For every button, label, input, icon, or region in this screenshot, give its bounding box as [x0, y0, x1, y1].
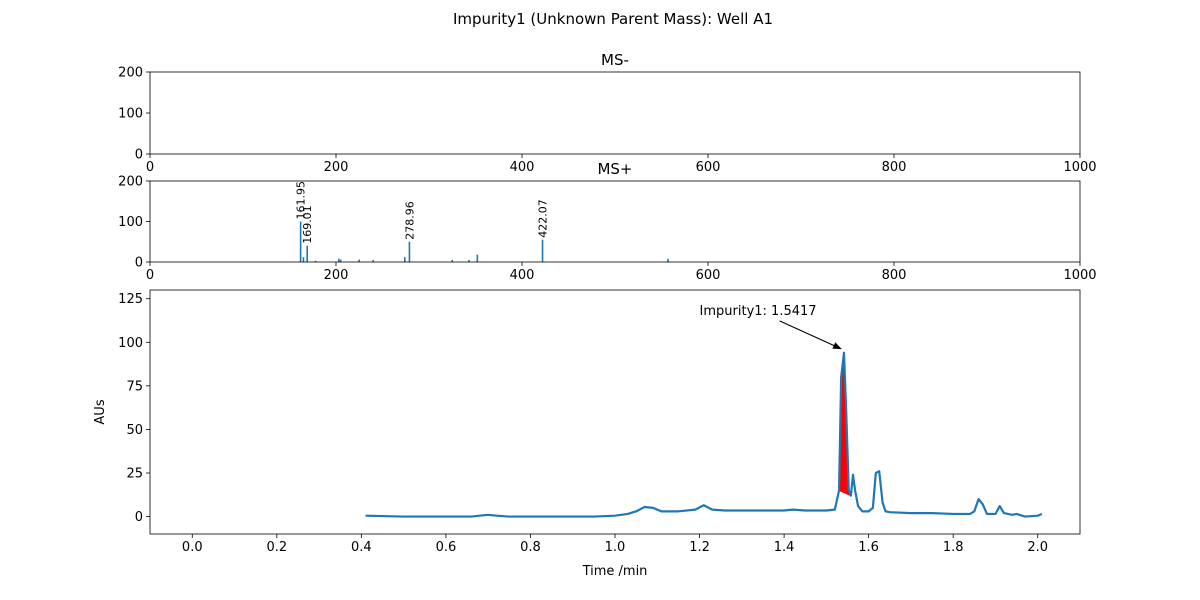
y-tick-label: 25: [126, 467, 143, 482]
y-tick-label: 100: [118, 107, 143, 122]
x-tick-label: 0: [146, 268, 154, 283]
figure-title: Impurity1 (Unknown Parent Mass): Well A1: [453, 10, 773, 28]
annotation-label: Impurity1: 1.5417: [700, 304, 817, 319]
x-tick-label: 1.8: [943, 540, 964, 555]
axes-frame: [149, 289, 1081, 535]
x-tick-label: 0.4: [351, 540, 372, 555]
x-tick-label: 0: [146, 160, 154, 175]
y-tick-label: 200: [118, 66, 143, 81]
y-tick-label: 0: [135, 256, 143, 271]
x-tick-label: 400: [510, 268, 535, 283]
y-tick-label: 75: [126, 379, 143, 394]
x-tick-label: 1.0: [605, 540, 626, 555]
x-tick-label: 0.0: [182, 540, 203, 555]
x-tick-label: 200: [324, 268, 349, 283]
x-tick-label: 0.8: [520, 540, 541, 555]
y-tick-label: 125: [118, 292, 143, 307]
axes-frame: [149, 180, 1081, 263]
peak-label: 422.07: [537, 199, 550, 238]
y-tick-label: 0: [135, 148, 143, 163]
peak-label: 169.01: [301, 205, 314, 244]
y-tick-label: 0: [135, 510, 143, 525]
x-tick-label: 800: [882, 268, 907, 283]
x-tick-label: 0.2: [266, 540, 287, 555]
panel-title: MS-: [601, 51, 629, 69]
x-tick-label: 1.2: [689, 540, 710, 555]
x-tick-label: 200: [324, 160, 349, 175]
y-tick-label: 100: [118, 215, 143, 230]
x-tick-label: 600: [696, 268, 721, 283]
x-tick-label: 1.6: [858, 540, 879, 555]
y-tick-label: 200: [118, 175, 143, 190]
peak-label: 278.96: [403, 201, 416, 240]
x-tick-label: 2.0: [1027, 540, 1048, 555]
y-axis-label: AUs: [93, 399, 108, 424]
chromatogram-panel: Impurity1: 1.5417 0.0 0.2 0.4 0.6 0.8 1.0 1.2 1.…: [93, 289, 1081, 579]
x-tick-label: 600: [696, 160, 721, 175]
y-tick-label: 100: [118, 336, 143, 351]
x-tick-label: 1.4: [774, 540, 795, 555]
x-tick-label: 0.6: [436, 540, 457, 555]
axes-frame: [149, 71, 1081, 155]
chromatogram-line: [365, 351, 1043, 518]
panel-title: MS+: [597, 160, 632, 178]
x-tick-label: 800: [882, 160, 907, 175]
x-tick-label: 1000: [1063, 160, 1096, 175]
x-tick-label: 1000: [1063, 268, 1096, 283]
y-tick-label: 50: [126, 423, 143, 438]
ms-minus-panel: 0 200 400 600 800 1000 0 100 200 MS-: [118, 51, 1096, 175]
annotation-arrow: [779, 320, 842, 350]
peak-label: 161.95: [295, 181, 308, 220]
x-axis-label: Time /min: [582, 564, 648, 579]
x-tick-label: 400: [510, 160, 535, 175]
